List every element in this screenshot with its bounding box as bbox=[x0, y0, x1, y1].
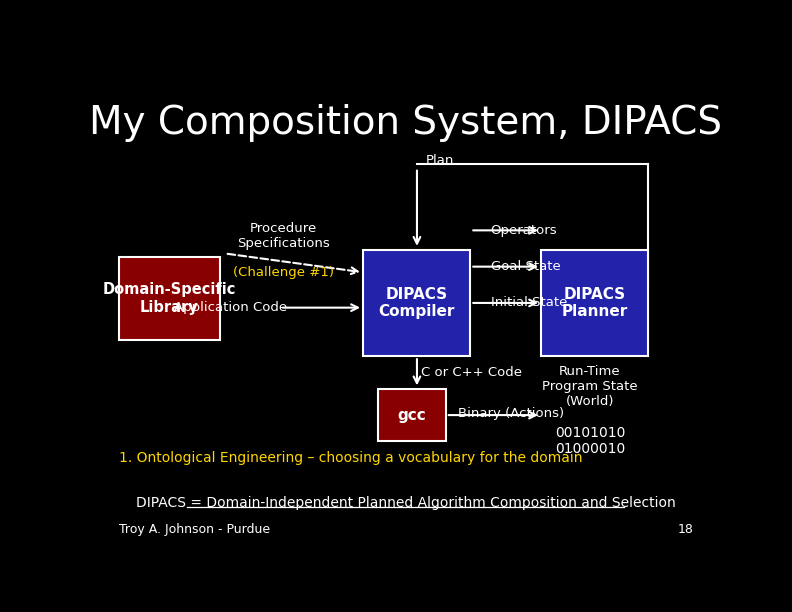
FancyBboxPatch shape bbox=[119, 257, 220, 340]
Text: Domain-Specific
Library: Domain-Specific Library bbox=[103, 282, 236, 315]
Text: Troy A. Johnson - Purdue: Troy A. Johnson - Purdue bbox=[119, 523, 270, 536]
Text: 00101010
01000010: 00101010 01000010 bbox=[555, 426, 625, 456]
FancyBboxPatch shape bbox=[379, 389, 446, 441]
Text: Plan: Plan bbox=[425, 154, 454, 167]
Text: DIPACS = Domain-Independent Planned Algorithm Composition and Selection: DIPACS = Domain-Independent Planned Algo… bbox=[136, 496, 676, 510]
Text: Goal State: Goal State bbox=[490, 260, 561, 273]
Text: My Composition System, DIPACS: My Composition System, DIPACS bbox=[89, 104, 722, 142]
FancyBboxPatch shape bbox=[541, 250, 649, 356]
Text: Operators: Operators bbox=[490, 224, 558, 237]
Text: Binary (Actions): Binary (Actions) bbox=[458, 407, 564, 420]
Text: (Challenge #1): (Challenge #1) bbox=[233, 266, 333, 279]
Text: 18: 18 bbox=[677, 523, 693, 536]
Text: DIPACS
Planner: DIPACS Planner bbox=[562, 287, 628, 319]
Text: gcc: gcc bbox=[398, 408, 426, 423]
Text: Run-Time
Program State
(World): Run-Time Program State (World) bbox=[543, 365, 638, 408]
Text: Procedure
Specifications: Procedure Specifications bbox=[237, 222, 329, 250]
Text: Application Code: Application Code bbox=[174, 301, 287, 314]
Text: Initial State: Initial State bbox=[490, 296, 567, 310]
Text: C or C++ Code: C or C++ Code bbox=[421, 366, 522, 379]
FancyBboxPatch shape bbox=[363, 250, 470, 356]
Text: DIPACS
Compiler: DIPACS Compiler bbox=[379, 287, 455, 319]
Text: 1. Ontological Engineering – choosing a vocabulary for the domain: 1. Ontological Engineering – choosing a … bbox=[119, 450, 582, 465]
